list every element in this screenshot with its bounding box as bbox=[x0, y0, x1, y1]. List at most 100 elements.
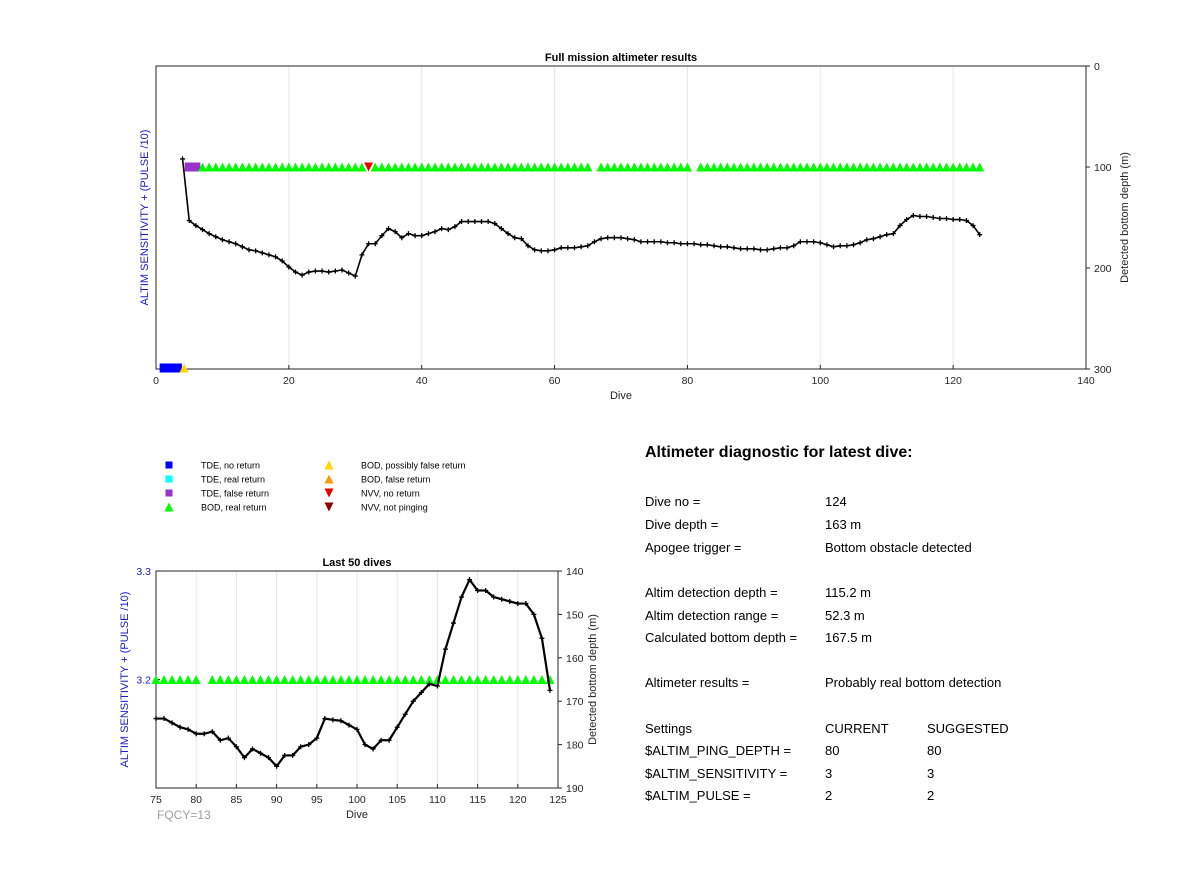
depth-point bbox=[177, 724, 183, 730]
y-right-tick-label: 100 bbox=[1094, 162, 1112, 174]
depth-point bbox=[665, 240, 670, 246]
depth-point bbox=[545, 248, 551, 254]
status-marker bbox=[942, 162, 951, 172]
depth-point bbox=[299, 272, 305, 278]
status-marker bbox=[503, 162, 513, 172]
status-marker bbox=[523, 162, 533, 172]
depth-point bbox=[824, 242, 830, 248]
dive-no-value: 124 bbox=[825, 494, 847, 509]
status-marker bbox=[470, 162, 480, 172]
depth-point bbox=[930, 215, 936, 220]
status-marker bbox=[968, 162, 978, 172]
status-marker bbox=[166, 363, 176, 373]
status-marker bbox=[516, 162, 526, 172]
depth-point bbox=[771, 246, 777, 252]
depth-point bbox=[552, 247, 558, 253]
depth-point bbox=[884, 232, 890, 238]
status-marker bbox=[360, 675, 370, 684]
depth-point bbox=[378, 737, 384, 743]
depth-point bbox=[370, 746, 376, 752]
status-marker bbox=[397, 162, 407, 172]
status-marker bbox=[198, 162, 207, 172]
status-marker bbox=[749, 162, 759, 172]
status-marker bbox=[357, 162, 367, 172]
y-right-tick-label: 170 bbox=[566, 696, 584, 708]
depth-point bbox=[963, 218, 969, 224]
depth-point bbox=[937, 216, 943, 222]
depth-point bbox=[354, 726, 360, 732]
status-marker bbox=[304, 675, 314, 684]
status-marker bbox=[789, 162, 799, 172]
legend-label: TDE, no return bbox=[201, 461, 260, 471]
status-marker bbox=[223, 675, 233, 684]
depth-point bbox=[298, 744, 304, 750]
depth-point bbox=[910, 212, 916, 218]
status-marker bbox=[312, 675, 322, 684]
depth-point bbox=[459, 594, 465, 600]
status-marker bbox=[384, 675, 394, 684]
y-right-axis-label: Detected bottom depth (m) bbox=[587, 614, 599, 745]
altim-detection-depth-label: Altim detection depth = bbox=[645, 585, 778, 600]
status-marker bbox=[716, 162, 726, 172]
x-axis-label: Dive bbox=[346, 809, 368, 821]
depth-point bbox=[512, 235, 518, 241]
status-marker bbox=[489, 675, 499, 684]
depth-point bbox=[386, 737, 392, 743]
depth-point bbox=[499, 596, 505, 602]
depth-point bbox=[213, 234, 219, 240]
depth-point bbox=[718, 244, 724, 250]
y-right-tick-label: 180 bbox=[566, 740, 584, 752]
x-tick-label: 20 bbox=[283, 375, 295, 387]
depth-point bbox=[505, 231, 511, 237]
depth-point bbox=[475, 588, 481, 594]
depth-point bbox=[306, 269, 312, 275]
depth-point bbox=[362, 742, 368, 748]
status-marker bbox=[922, 162, 932, 172]
status-marker bbox=[543, 162, 553, 172]
depth-point bbox=[558, 245, 564, 251]
setting-sensitivity-label: $ALTIM_SENSITIVITY = bbox=[645, 766, 788, 781]
depth-point bbox=[890, 231, 896, 237]
status-marker bbox=[481, 675, 491, 684]
status-marker bbox=[609, 162, 619, 172]
depth-point bbox=[282, 752, 288, 758]
depth-point bbox=[445, 227, 451, 233]
settings-header-suggested: SUGGESTED bbox=[927, 721, 1009, 736]
status-marker bbox=[423, 162, 433, 172]
status-marker bbox=[403, 162, 413, 172]
depth-point bbox=[379, 233, 385, 239]
depth-point bbox=[346, 270, 352, 276]
status-marker bbox=[368, 675, 378, 684]
depth-point bbox=[186, 218, 192, 224]
depth-point bbox=[572, 245, 577, 251]
depth-point bbox=[465, 219, 471, 225]
depth-point bbox=[523, 601, 529, 607]
status-marker bbox=[432, 675, 442, 684]
status-marker bbox=[167, 675, 177, 684]
depth-point bbox=[425, 231, 431, 237]
status-marker bbox=[237, 162, 247, 172]
depth-point bbox=[618, 235, 624, 241]
setting-pulse-current: 2 bbox=[825, 788, 833, 803]
status-marker bbox=[709, 162, 719, 172]
status-marker bbox=[616, 162, 626, 172]
depth-point bbox=[837, 243, 843, 249]
fqcy-label: FQCY=13 bbox=[157, 808, 211, 822]
status-marker bbox=[317, 162, 327, 172]
depth-point bbox=[180, 156, 186, 162]
plot-frame bbox=[155, 65, 1087, 370]
depth-point bbox=[645, 239, 651, 245]
status-marker bbox=[477, 162, 486, 172]
depth-point bbox=[864, 237, 870, 243]
depth-point bbox=[472, 219, 478, 225]
status-marker bbox=[795, 162, 805, 172]
depth-point bbox=[273, 254, 279, 260]
status-marker bbox=[352, 675, 362, 684]
status-marker bbox=[570, 162, 579, 172]
y-right-tick-label: 190 bbox=[566, 783, 584, 795]
status-marker bbox=[537, 675, 547, 684]
status-marker bbox=[184, 162, 194, 172]
altim-detection-range-label: Altim detection range = bbox=[645, 608, 779, 623]
status-marker bbox=[505, 675, 515, 684]
depth-point bbox=[217, 737, 223, 743]
